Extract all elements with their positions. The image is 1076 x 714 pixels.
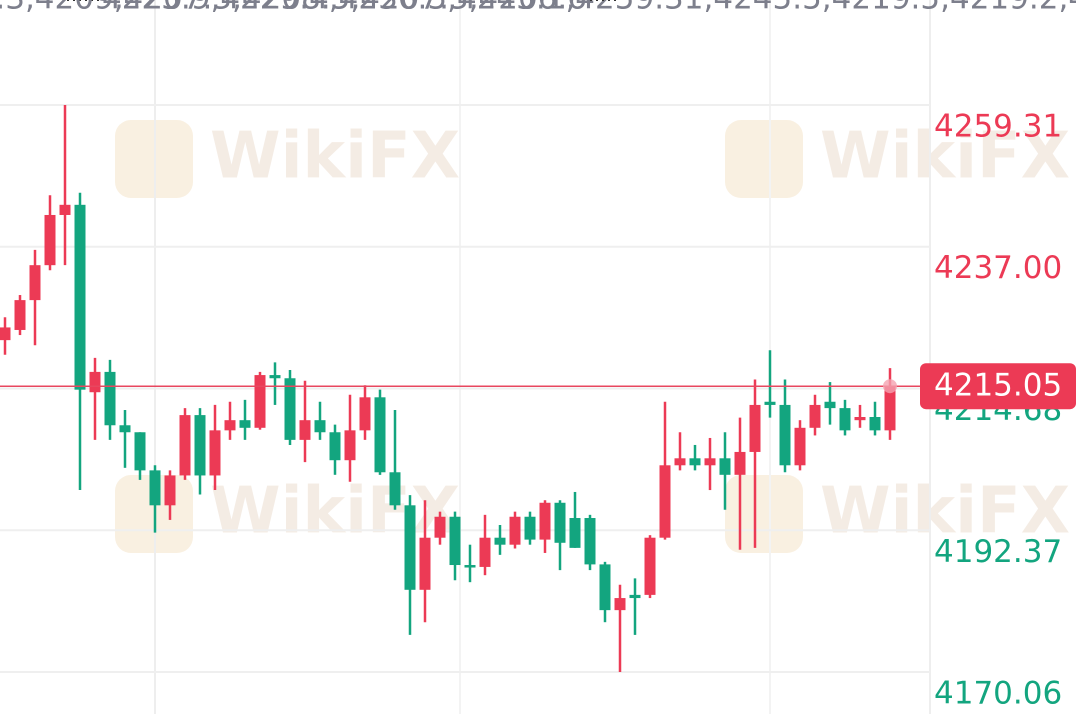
candle-body	[179, 415, 191, 476]
y-tick-label: 4259.31	[934, 109, 1062, 145]
candle-body	[299, 420, 311, 440]
candle-body	[524, 516, 536, 540]
candle-body	[569, 518, 581, 548]
candle-body	[329, 432, 341, 461]
candle-body	[359, 397, 371, 431]
candle-body	[74, 204, 86, 390]
candle-body	[629, 594, 641, 599]
candle-body	[14, 300, 26, 330]
candle-body	[44, 214, 56, 266]
candle-body	[854, 417, 866, 421]
candle-body	[869, 417, 881, 431]
candle-body	[839, 408, 851, 431]
candle-body	[884, 386, 896, 431]
candle-body	[479, 537, 491, 567]
watermark-text: WikiFX	[820, 120, 1070, 194]
high-label: 4225.9,4229.4,4236.5,4245.1,4259.31,4245…	[102, 0, 1076, 17]
low-label: 4220,4223.1,4221.5,4233.3,4234.1,4198.7,…	[0, 0, 587, 17]
candle-body	[509, 516, 521, 545]
candle-body	[494, 537, 506, 545]
y-tick-label: 4192.37	[934, 534, 1062, 570]
candle-body	[59, 204, 71, 215]
candle-body	[404, 505, 416, 590]
watermark-text: WikiFX	[820, 475, 1070, 549]
candle-body	[89, 371, 101, 393]
candle-body	[674, 458, 686, 466]
candle-body	[704, 458, 716, 466]
candle-body	[584, 518, 596, 565]
candle-body	[164, 475, 176, 506]
watermarks: WikiFX WikiFX WikiFX WikiFX	[115, 120, 1070, 553]
candle-body	[119, 425, 131, 433]
candle-body	[374, 397, 386, 473]
candle-body	[434, 516, 446, 538]
candle-body	[419, 537, 431, 590]
current-price-label: 4215.05	[934, 368, 1062, 404]
candle-body	[464, 565, 476, 568]
candle-body	[134, 432, 146, 471]
candle-body	[824, 401, 836, 409]
current-price-box	[920, 363, 1076, 410]
candle-body	[794, 427, 806, 466]
y-tick-label: 4237.00	[934, 250, 1062, 286]
watermark-text: WikiFX	[210, 120, 460, 194]
candle-body	[239, 420, 251, 428]
candle-body	[554, 502, 566, 543]
watermark-logo	[725, 120, 803, 198]
y-tick-label: 4170.06	[934, 676, 1062, 712]
candle-body	[389, 472, 401, 506]
watermark-logo	[725, 475, 803, 553]
candle-body	[449, 516, 461, 566]
candle-body	[224, 420, 236, 431]
candle-body	[719, 458, 731, 475]
candle-body	[29, 265, 41, 301]
candle-body	[314, 420, 326, 433]
candle-body	[269, 375, 281, 379]
candle-body	[689, 458, 701, 466]
candle-body	[539, 502, 551, 540]
candle-body	[104, 371, 116, 426]
candle-body	[194, 415, 206, 476]
candle-body	[284, 378, 296, 440]
candle-body	[344, 430, 356, 461]
candle-body	[644, 537, 656, 595]
candle-body	[254, 375, 266, 428]
current-price-dot	[883, 379, 897, 394]
candle-body	[209, 430, 221, 476]
candle-body	[614, 598, 626, 611]
candle-body	[0, 327, 11, 341]
candle-body	[779, 404, 791, 466]
candle-body	[749, 404, 761, 452]
candle-body	[599, 564, 611, 611]
candle-body	[809, 404, 821, 428]
grid	[0, 0, 931, 714]
candle-body	[734, 451, 746, 475]
candle-body	[659, 465, 671, 538]
candles	[0, 105, 896, 673]
watermark-text: WikiFX	[210, 475, 460, 549]
candle-body	[764, 401, 776, 405]
candle-body	[149, 470, 161, 506]
